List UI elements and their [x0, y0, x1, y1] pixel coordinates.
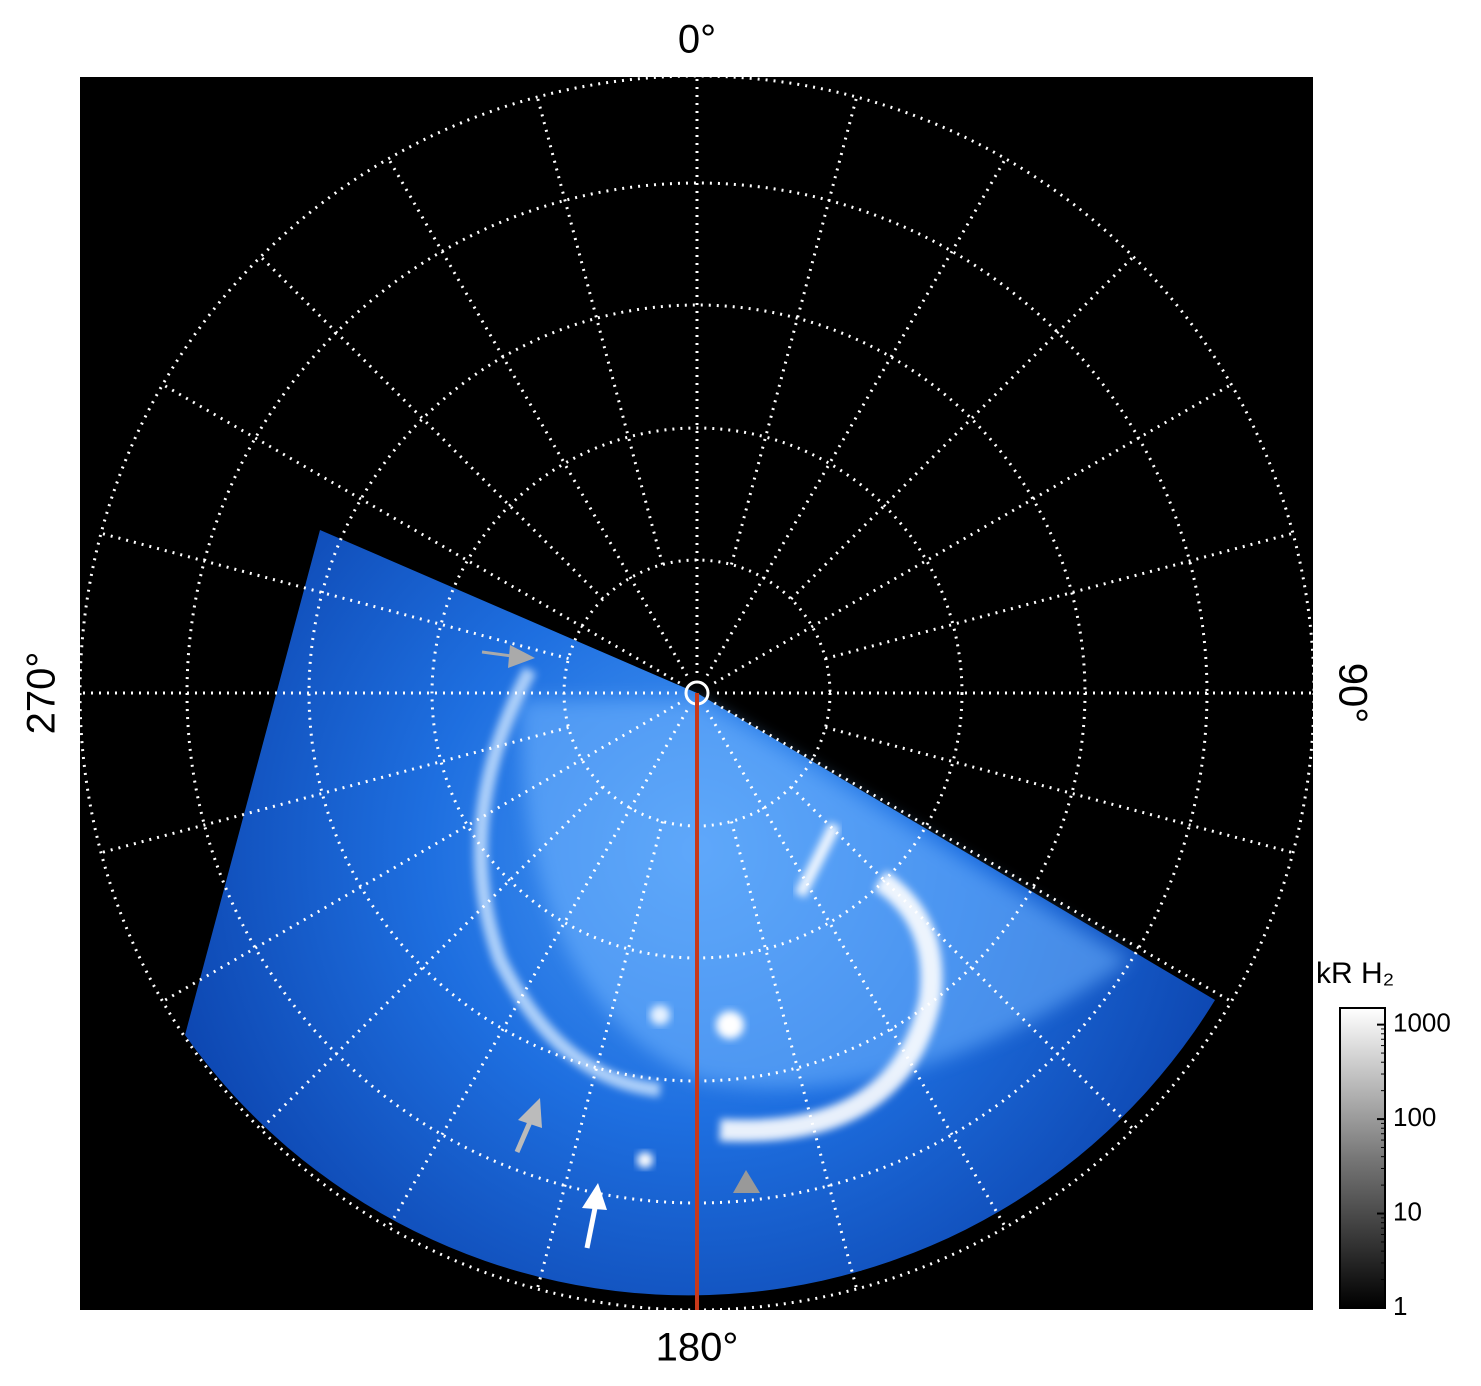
meridian [729, 821, 859, 1290]
longitude-label: 90° [1330, 663, 1374, 724]
arrows [481, 645, 760, 1249]
emission-spot [650, 1005, 670, 1025]
emission-streak [794, 822, 841, 898]
emission-spot [637, 1152, 653, 1168]
main-oval-right [719, 870, 943, 1142]
meridian [100, 531, 569, 661]
meridian [729, 96, 859, 565]
bright-region [520, 700, 1130, 1088]
meridian [259, 785, 605, 1131]
meridian [535, 821, 665, 1290]
meridian [713, 383, 1233, 685]
longitude-label: 270° [20, 652, 64, 735]
colorbar-tick-label: 100 [1393, 1102, 1436, 1132]
meridian [387, 157, 689, 677]
meridian [161, 383, 681, 685]
meridian [705, 157, 1007, 677]
aurora-image [185, 530, 1215, 1296]
meridian [100, 725, 569, 855]
meridian [825, 531, 1294, 661]
longitude-label: 180° [656, 1326, 739, 1370]
meridian [789, 255, 1135, 601]
meridian [789, 785, 1135, 1131]
colorbar-title: kR H₂ [1316, 957, 1394, 990]
colorbar-tick-label: 1 [1393, 1291, 1407, 1321]
meridian [825, 725, 1294, 855]
meridian [259, 255, 605, 601]
meridian [535, 96, 665, 565]
colorbar [1339, 1007, 1386, 1309]
meridian [161, 701, 681, 1003]
meridian [713, 701, 1233, 1003]
main-oval-left [473, 666, 661, 1097]
meridian [705, 709, 1007, 1229]
colorbar-tick-label: 1000 [1393, 1008, 1451, 1038]
emission-spot [716, 1011, 744, 1039]
colorbar-tick-label: 10 [1393, 1196, 1422, 1226]
meridian [387, 709, 689, 1229]
colorbar-ticks: 1 10 100 1000 [1377, 1008, 1451, 1321]
longitude-label: 0° [678, 18, 716, 62]
